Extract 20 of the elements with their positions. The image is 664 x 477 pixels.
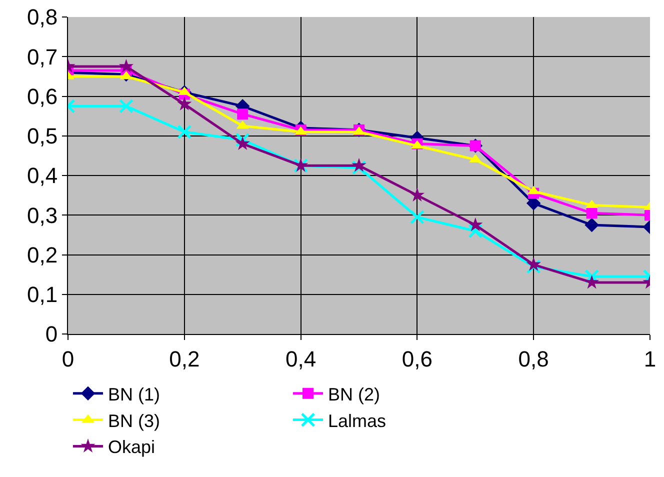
x-tick-label: 0 <box>62 346 74 372</box>
legend-label: Okapi <box>108 437 156 458</box>
y-tick-label: 0,4 <box>27 163 58 188</box>
legend-label: BN (1) <box>108 384 160 404</box>
y-tick-label: 0,1 <box>27 282 58 308</box>
y-tick-label: 0,5 <box>27 124 58 149</box>
y-tick-label: 0,6 <box>27 84 58 109</box>
x-tick-label: 0,8 <box>518 346 549 372</box>
y-tick-label: 0,7 <box>27 44 58 70</box>
y-tick-label: 0,8 <box>27 4 58 30</box>
y-tick-label: 0,3 <box>27 202 58 228</box>
legend-label: BN (2) <box>328 384 380 404</box>
x-tick-label: 0,2 <box>169 346 200 372</box>
x-tick-label: 1 <box>644 346 656 372</box>
legend-label: BN (3) <box>108 410 160 431</box>
x-tick-label: 0,6 <box>402 346 432 372</box>
y-tick-label: 0,2 <box>27 242 58 268</box>
legend-label: Lalmas <box>328 410 386 431</box>
x-tick-label: 0,4 <box>286 346 316 372</box>
y-tick-label: 0 <box>45 322 58 347</box>
